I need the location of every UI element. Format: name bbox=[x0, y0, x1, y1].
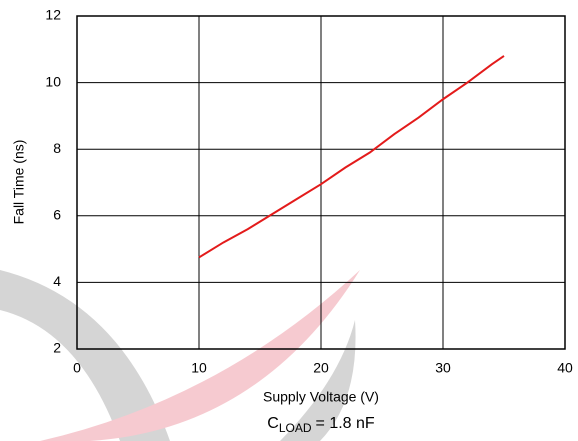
annotation-text: = 1.8 nF bbox=[316, 415, 375, 432]
x-tick-label: 10 bbox=[191, 360, 207, 376]
y-tick-label: 8 bbox=[53, 140, 61, 156]
annotation-symbol: C bbox=[267, 415, 279, 432]
annotation: CLOAD = 1.8 nF bbox=[267, 415, 375, 435]
x-tick-label: 30 bbox=[435, 360, 451, 376]
x-tick-label: 40 bbox=[557, 360, 573, 376]
y-tick-label: 6 bbox=[53, 207, 61, 223]
x-tick-label: 0 bbox=[73, 360, 81, 376]
x-axis-label: Supply Voltage (V) bbox=[263, 389, 379, 405]
y-tick-label: 10 bbox=[45, 73, 61, 89]
y-tick-label: 12 bbox=[45, 7, 61, 23]
x-tick-label: 20 bbox=[313, 360, 329, 376]
watermark bbox=[0, 270, 360, 441]
y-tick-label: 2 bbox=[53, 340, 61, 356]
plot-frame bbox=[76, 15, 566, 350]
annotation-subscript: LOAD bbox=[279, 421, 312, 435]
data-line bbox=[198, 55, 505, 259]
y-axis-label: Fall Time (ns) bbox=[11, 140, 27, 225]
y-tick-label: 4 bbox=[53, 273, 61, 289]
